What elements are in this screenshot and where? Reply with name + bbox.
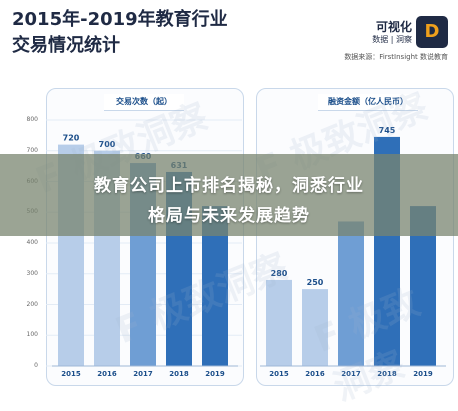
y-tick-label: 0 — [34, 362, 38, 369]
category-label-2017: 2017 — [341, 370, 361, 378]
category-label-2015: 2015 — [61, 370, 81, 378]
y-tick-label: 300 — [26, 269, 38, 277]
y-tick-label: 800 — [26, 116, 38, 123]
bar-2017 — [338, 221, 364, 366]
data-label-2016: 250 — [307, 278, 324, 287]
source-line: 数据来源：FirstInsight 数说教育 — [344, 53, 448, 61]
y-tick-label: 700 — [26, 146, 38, 154]
category-label-2015: 2015 — [269, 370, 289, 378]
category-label-2018: 2018 — [169, 370, 189, 378]
data-label-2015: 280 — [271, 269, 288, 278]
y-tick-label: 200 — [26, 300, 38, 308]
data-label-2018: 745 — [379, 126, 396, 135]
data-label-2015: 720 — [63, 134, 80, 143]
category-label-2016: 2016 — [305, 370, 325, 378]
bar-2015 — [266, 279, 292, 366]
y-tick-label: 100 — [26, 331, 38, 339]
bar-2016 — [302, 289, 328, 366]
category-label-2018: 2018 — [377, 370, 397, 378]
category-label-2017: 2017 — [133, 370, 153, 378]
brand-tagline: 数据 | 洞察 — [372, 35, 412, 44]
title-line-2: 交易情况统计 — [12, 35, 120, 56]
banner-overlay — [0, 154, 458, 236]
data-label-2016: 700 — [99, 140, 116, 149]
category-label-2019: 2019 — [205, 370, 225, 378]
title-line-1: 2015年-2019年教育行业 — [12, 9, 228, 30]
chart-title-transaction-count: 交易次数（起） — [104, 94, 184, 111]
y-tick-label: 400 — [26, 239, 38, 246]
category-label-2019: 2019 — [413, 370, 433, 378]
category-label-2016: 2016 — [97, 370, 117, 378]
brand-logo: D 可视化 数据 | 洞察 — [328, 16, 448, 62]
chart-title-financing-amount: 融资金额（亿人民币） — [318, 94, 418, 111]
banner-headline-line-2: 格局与未来发展趋势 — [148, 206, 310, 226]
brand-mark-icon: D — [416, 16, 448, 48]
brand-name: 可视化 — [375, 20, 412, 34]
banner-headline-line-1: 教育公司上市排名揭秘，洞悉行业 — [94, 176, 364, 196]
